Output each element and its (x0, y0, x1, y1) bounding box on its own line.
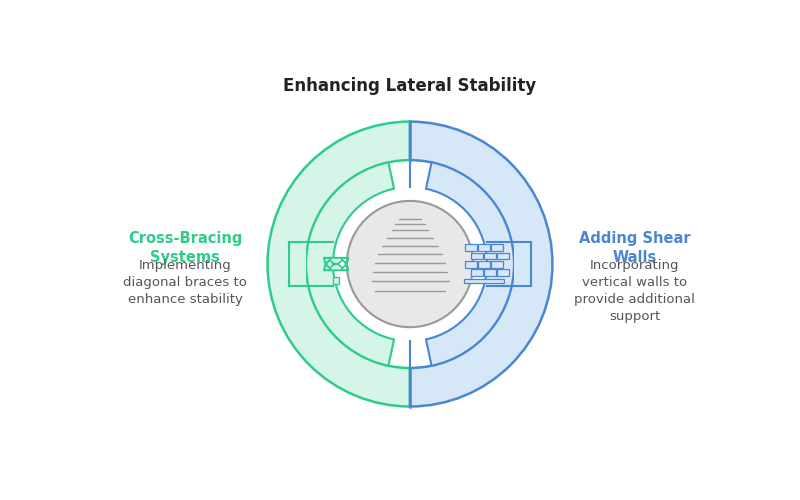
Text: Implementing
diagonal braces to
enhance stability: Implementing diagonal braces to enhance … (123, 258, 247, 306)
Wedge shape (410, 122, 553, 406)
Polygon shape (465, 261, 477, 268)
Polygon shape (498, 252, 509, 260)
Wedge shape (330, 258, 342, 264)
Wedge shape (267, 122, 410, 406)
Polygon shape (465, 244, 477, 251)
Polygon shape (478, 261, 490, 268)
Text: Enhancing Lateral Stability: Enhancing Lateral Stability (283, 77, 537, 95)
Polygon shape (491, 261, 502, 268)
Wedge shape (330, 264, 342, 270)
Wedge shape (426, 162, 514, 366)
Circle shape (347, 201, 473, 327)
Polygon shape (491, 244, 502, 251)
Polygon shape (498, 270, 509, 276)
FancyBboxPatch shape (333, 278, 339, 283)
Polygon shape (471, 252, 482, 260)
Polygon shape (484, 252, 496, 260)
Wedge shape (306, 162, 394, 366)
Text: Adding Shear
Walls: Adding Shear Walls (579, 231, 690, 264)
FancyBboxPatch shape (464, 278, 503, 283)
Polygon shape (289, 242, 306, 286)
Text: Cross-Bracing
Systems: Cross-Bracing Systems (128, 231, 242, 264)
Polygon shape (514, 242, 531, 286)
Text: Incorporating
vertical walls to
provide additional
support: Incorporating vertical walls to provide … (574, 258, 695, 322)
Polygon shape (471, 270, 482, 276)
Polygon shape (478, 244, 490, 251)
Polygon shape (484, 270, 496, 276)
